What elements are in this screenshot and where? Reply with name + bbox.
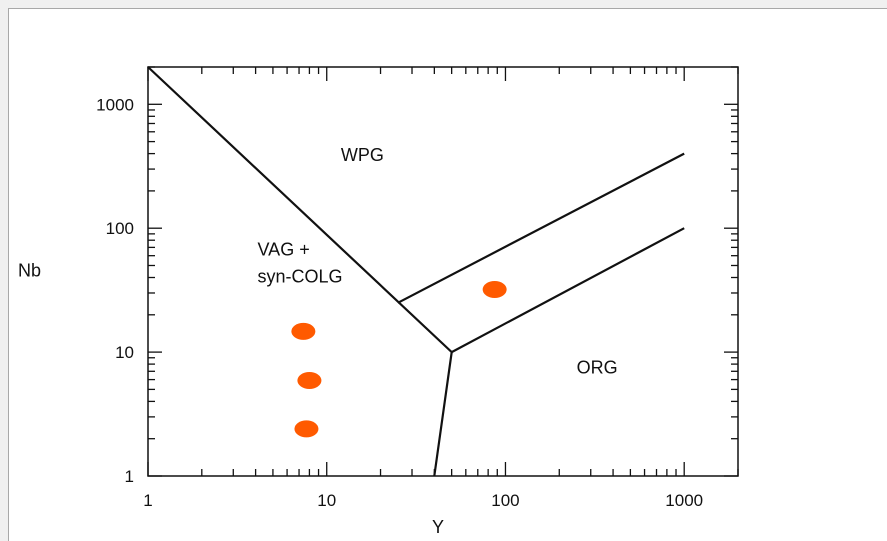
field-label: WPG bbox=[341, 145, 384, 165]
field-label: ORG bbox=[577, 358, 618, 378]
field-label: syn-COLG bbox=[258, 267, 343, 287]
x-tick-label: 10 bbox=[317, 491, 336, 510]
y-axis-label: Nb bbox=[18, 261, 41, 281]
field-boundary-line bbox=[451, 227, 685, 354]
data-point bbox=[297, 371, 322, 389]
data-points bbox=[291, 281, 507, 438]
x-tick-label: 1000 bbox=[665, 491, 703, 510]
field-labels: WPG VAG + syn-COLG ORG bbox=[258, 145, 618, 378]
x-axis-label: Y bbox=[432, 517, 444, 537]
axis-tick-labels: 1 10 100 1000 1 10 100 1000 bbox=[96, 95, 703, 510]
data-point bbox=[294, 420, 319, 438]
y-tick-label: 1 bbox=[125, 467, 134, 486]
y-tick-label: 1000 bbox=[96, 95, 134, 114]
data-point bbox=[482, 281, 507, 299]
field-boundaries bbox=[147, 66, 685, 477]
x-tick-label: 100 bbox=[491, 491, 519, 510]
field-label: VAG + bbox=[258, 240, 310, 260]
y-tick-label: 10 bbox=[115, 343, 134, 362]
field-boundary-line bbox=[397, 152, 685, 304]
chart-frame bbox=[8, 8, 887, 541]
data-point bbox=[291, 322, 316, 340]
x-tick-label: 1 bbox=[143, 491, 152, 510]
y-tick-label: 100 bbox=[106, 219, 134, 238]
plot-area bbox=[147, 66, 739, 477]
